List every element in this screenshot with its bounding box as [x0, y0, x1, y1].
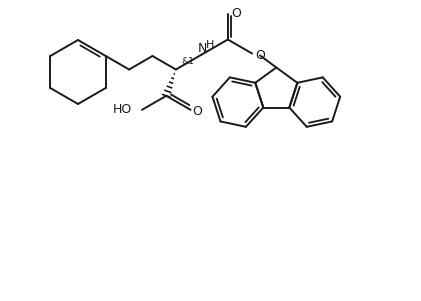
Text: HO: HO [113, 103, 132, 116]
Text: O: O [255, 49, 265, 62]
Text: H: H [205, 39, 214, 49]
Text: &1: &1 [182, 57, 195, 67]
Text: O: O [231, 7, 241, 20]
Text: N: N [198, 42, 208, 55]
Text: O: O [192, 105, 203, 118]
